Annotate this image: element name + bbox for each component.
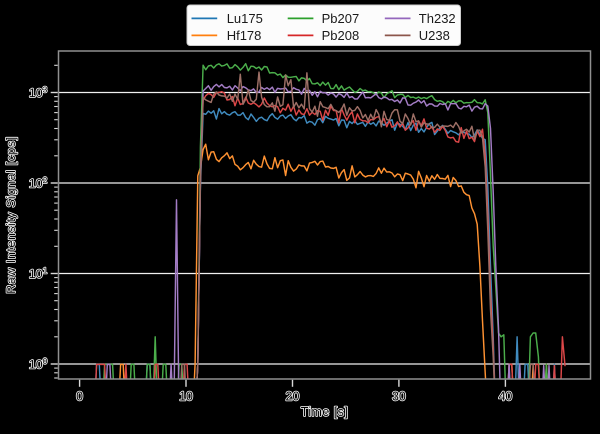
svg-text:10: 10 bbox=[179, 390, 193, 404]
svg-text:Pb207: Pb207 bbox=[322, 11, 360, 26]
svg-text:20: 20 bbox=[286, 390, 300, 404]
svg-text:Hf178: Hf178 bbox=[227, 28, 262, 43]
svg-text:Lu175: Lu175 bbox=[227, 11, 263, 26]
svg-text:Pb208: Pb208 bbox=[322, 28, 360, 43]
svg-text:30: 30 bbox=[392, 390, 406, 404]
svg-text:Raw Intensity Signal [cps]: Raw Intensity Signal [cps] bbox=[4, 136, 18, 293]
svg-text:Time [s]: Time [s] bbox=[301, 405, 349, 419]
svg-text:U238: U238 bbox=[419, 28, 450, 43]
svg-text:40: 40 bbox=[498, 390, 512, 404]
svg-text:0: 0 bbox=[76, 390, 83, 404]
svg-text:Th232: Th232 bbox=[419, 11, 456, 26]
